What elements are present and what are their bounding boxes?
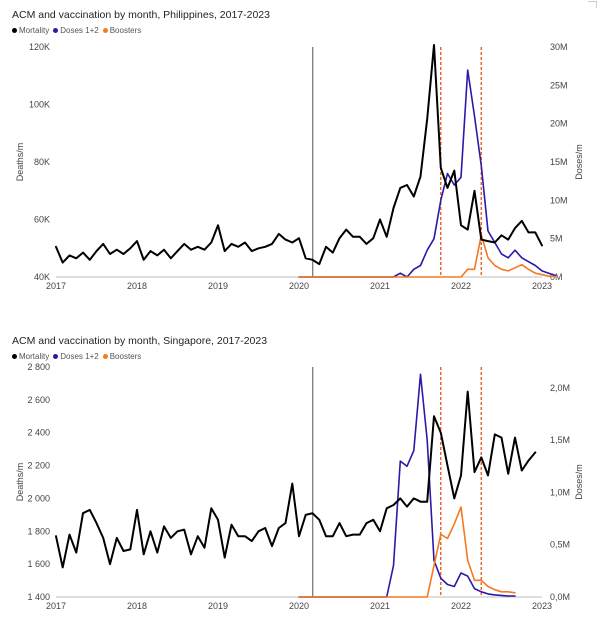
series-line-boosters	[298, 506, 516, 598]
x-tick-label: 2023	[532, 281, 552, 291]
y2-tick-label: 0M	[550, 272, 563, 282]
legend-item-mortality[interactable]: Mortality	[12, 26, 49, 35]
y-tick-label: 2 000	[27, 493, 50, 503]
legend-item-boosters[interactable]: Boosters	[102, 26, 142, 35]
chart-legend: Mortality Doses 1+2 Boosters	[12, 352, 141, 361]
chart-title: ACM and vaccination by month, Philippine…	[12, 9, 270, 21]
y2-tick-label: 10M	[550, 195, 568, 205]
line-chart-philippines: 40K 60K 80K 100K 120K 0M 5M 10M 15M 20M 25M 30M 2017…	[15, 42, 584, 291]
chart-legend: Mortality Doses 1+2 Boosters	[12, 26, 141, 35]
legend-dot-icon	[102, 28, 108, 33]
y2-tick-label: 2,0M	[550, 383, 570, 393]
x-tick-label: 2019	[208, 601, 228, 611]
x-tick-label: 2019	[208, 281, 228, 291]
legend-item-mortality[interactable]: Mortality	[12, 352, 49, 361]
x-tick-label: 2021	[370, 601, 390, 611]
x-tick-label: 2021	[370, 281, 390, 291]
y-tick-label: 2 800	[27, 362, 50, 372]
y-tick-label: 80K	[34, 157, 50, 167]
x-tick-label: 2023	[532, 601, 552, 611]
series-line-mortality	[55, 44, 543, 266]
chart-panel-singapore: ACM and vaccination by month, Singapore,…	[0, 326, 601, 632]
y2-tick-label: 0,0M	[550, 592, 570, 602]
y2-tick-label: 0,5M	[550, 540, 570, 550]
legend-item-doses[interactable]: Doses 1+2	[53, 26, 99, 35]
x-tick-label: 2022	[451, 601, 471, 611]
y-axis-label: Deaths/m	[15, 143, 25, 182]
legend-label: Doses 1+2	[60, 26, 99, 35]
legend-label: Mortality	[19, 352, 50, 361]
y2-tick-label: 20M	[550, 119, 568, 129]
x-tick-label: 2020	[289, 281, 309, 291]
legend-dot-icon	[53, 28, 59, 33]
legend-label: Boosters	[109, 352, 142, 361]
y2-tick-label: 5M	[550, 234, 563, 244]
y2-tick-label: 15M	[550, 157, 568, 167]
legend-label: Mortality	[19, 26, 50, 35]
y2-tick-label: 1,0M	[550, 487, 570, 497]
x-tick-label: 2017	[46, 601, 66, 611]
legend-label: Doses 1+2	[60, 352, 99, 361]
legend-item-doses[interactable]: Doses 1+2	[53, 352, 99, 361]
chart-title: ACM and vaccination by month, Singapore,…	[12, 335, 268, 347]
line-chart-singapore: 1 400 1 600 1 800 2 000 2 200 2 400 2 600 2 800…	[15, 362, 584, 611]
y2-axis-label: Doses/m	[574, 144, 584, 180]
x-tick-label: 2018	[127, 281, 147, 291]
y-axis-label: Deaths/m	[15, 463, 25, 502]
series-line-doses-1-2	[298, 69, 557, 278]
x-tick-label: 2017	[46, 281, 66, 291]
x-tick-label: 2022	[451, 281, 471, 291]
y-tick-label: 2 400	[27, 428, 50, 438]
x-tick-label: 2018	[127, 601, 147, 611]
chart-panel-philippines: ACM and vaccination by month, Philippine…	[0, 0, 601, 300]
series-line-boosters	[298, 234, 557, 278]
legend-dot-icon	[53, 354, 59, 359]
y-tick-label: 2 200	[27, 461, 50, 471]
corner-mark	[588, 1, 597, 8]
y2-tick-label: 25M	[550, 80, 568, 90]
legend-dot-icon	[102, 354, 108, 359]
y-tick-label: 2 600	[27, 395, 50, 405]
y-tick-label: 1 400	[27, 592, 50, 602]
y-tick-label: 100K	[29, 100, 50, 110]
legend-item-boosters[interactable]: Boosters	[102, 352, 142, 361]
legend-dot-icon	[12, 28, 17, 33]
x-tick-label: 2020	[289, 601, 309, 611]
y-tick-label: 120K	[29, 42, 50, 52]
y-tick-label: 1 800	[27, 526, 50, 536]
y2-tick-label: 1,5M	[550, 435, 570, 445]
legend-label: Boosters	[109, 26, 142, 35]
legend-dot-icon	[12, 354, 17, 359]
y2-tick-label: 30M	[550, 42, 568, 52]
y-tick-label: 60K	[34, 215, 50, 225]
y-tick-label: 1 600	[27, 559, 50, 569]
y2-axis-label: Doses/m	[574, 464, 584, 500]
series-line-mortality	[55, 390, 537, 569]
y-tick-label: 40K	[34, 272, 50, 282]
series-line-doses-1-2	[298, 373, 516, 598]
